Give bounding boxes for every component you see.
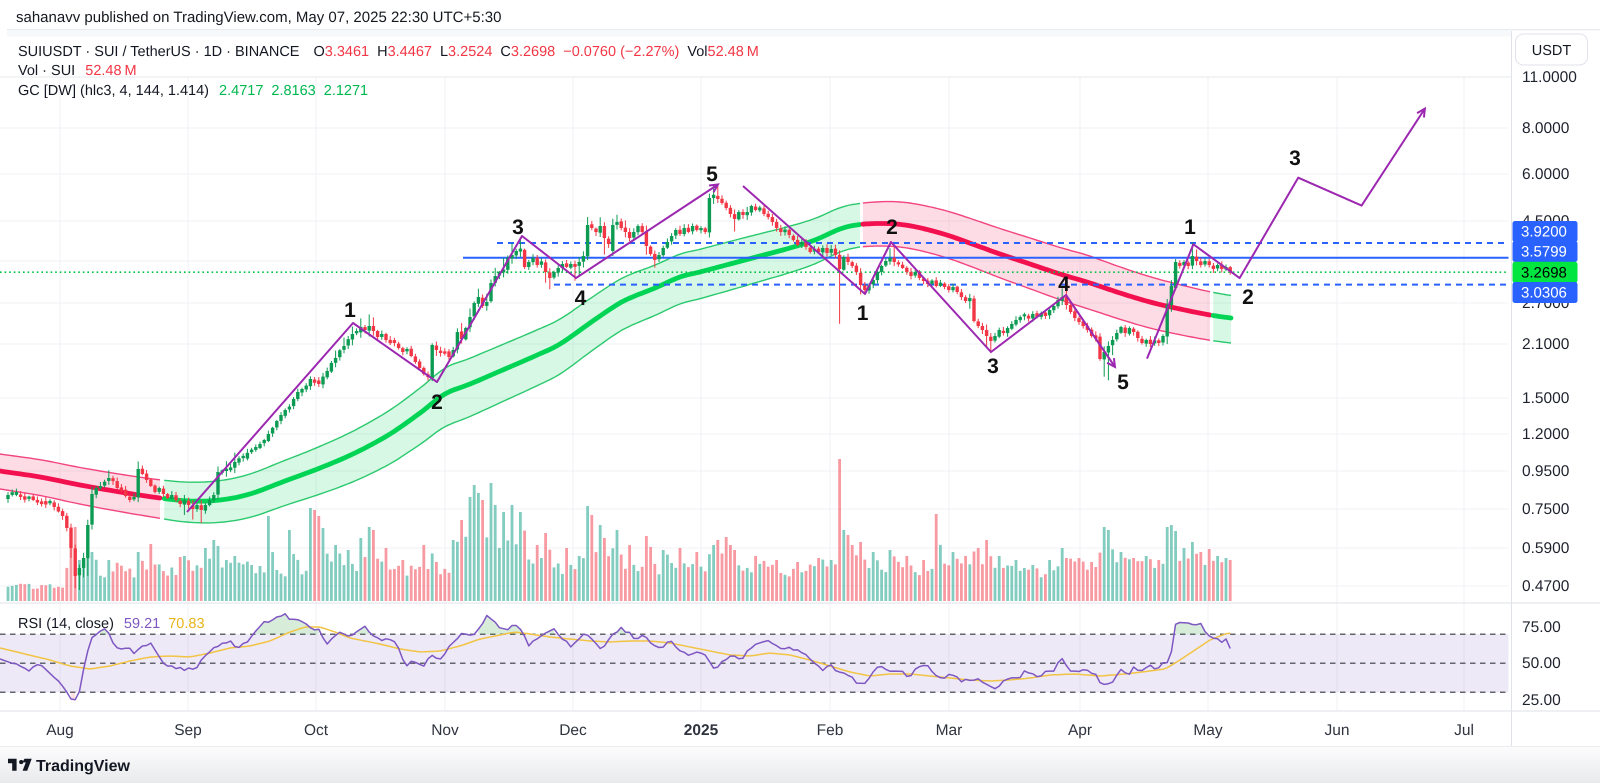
svg-text:May: May	[1193, 722, 1223, 739]
svg-text:Apr: Apr	[1068, 722, 1092, 739]
svg-text:3.0306: 3.0306	[1521, 285, 1567, 302]
svg-text:USDT: USDT	[1532, 43, 1572, 59]
svg-text:TradingView: TradingView	[36, 758, 131, 775]
svg-text:4: 4	[575, 287, 587, 310]
svg-text:1: 1	[857, 302, 869, 325]
svg-text:Oct: Oct	[304, 722, 329, 739]
svg-text:Dec: Dec	[559, 722, 587, 739]
svg-text:1.5000: 1.5000	[1522, 390, 1570, 407]
svg-text:Mar: Mar	[936, 722, 963, 739]
svg-text:3: 3	[512, 216, 524, 239]
svg-text:1: 1	[344, 299, 356, 322]
svg-text:8.0000: 8.0000	[1522, 120, 1570, 137]
svg-text:sahanavv published on TradingV: sahanavv published on TradingView.com, M…	[16, 9, 501, 26]
svg-text:5: 5	[706, 163, 718, 186]
svg-text:0.4700: 0.4700	[1522, 578, 1570, 595]
svg-text:2: 2	[886, 216, 898, 239]
svg-text:75.00: 75.00	[1522, 619, 1561, 636]
svg-text:Jul: Jul	[1454, 722, 1474, 739]
svg-text:2.1000: 2.1000	[1522, 336, 1570, 353]
svg-text:0.9500: 0.9500	[1522, 463, 1570, 480]
svg-text:25.00: 25.00	[1522, 692, 1561, 709]
svg-text:Jun: Jun	[1325, 722, 1350, 739]
svg-text:0.7500: 0.7500	[1522, 501, 1570, 518]
svg-text:3.5799: 3.5799	[1521, 244, 1567, 261]
svg-text:1: 1	[1184, 216, 1196, 239]
svg-text:Sep: Sep	[174, 722, 202, 739]
svg-text:1.2000: 1.2000	[1522, 426, 1570, 443]
svg-text:2: 2	[431, 391, 443, 414]
svg-text:6.0000: 6.0000	[1522, 166, 1570, 183]
svg-text:3.9200: 3.9200	[1521, 224, 1567, 241]
svg-text:0.5900: 0.5900	[1522, 540, 1570, 557]
svg-text:Nov: Nov	[431, 722, 459, 739]
svg-text:11.0000: 11.0000	[1522, 69, 1577, 86]
svg-text:2: 2	[1242, 286, 1254, 309]
svg-text:5: 5	[1117, 371, 1129, 394]
svg-text:2025: 2025	[684, 722, 719, 739]
svg-text:Aug: Aug	[46, 722, 74, 739]
svg-text:3.2698: 3.2698	[1521, 264, 1567, 281]
svg-text:SUIUSDT · SUI / TetherUS · 1D: SUIUSDT · SUI / TetherUS · 1D · BINANCE O…	[18, 44, 759, 60]
svg-text:Feb: Feb	[817, 722, 844, 739]
svg-text:3: 3	[1289, 147, 1301, 170]
svg-text:GC [DW] (hlc3, 4, 144, 1.414): GC [DW] (hlc3, 4, 144, 1.414) 2.4717 2.81…	[18, 83, 368, 99]
svg-text:4: 4	[1058, 273, 1070, 296]
svg-text:Vol · SUI 52.48 M: Vol · SUI 52.48 M	[18, 63, 137, 79]
svg-text:3: 3	[987, 355, 999, 378]
svg-text:50.00: 50.00	[1522, 655, 1561, 672]
